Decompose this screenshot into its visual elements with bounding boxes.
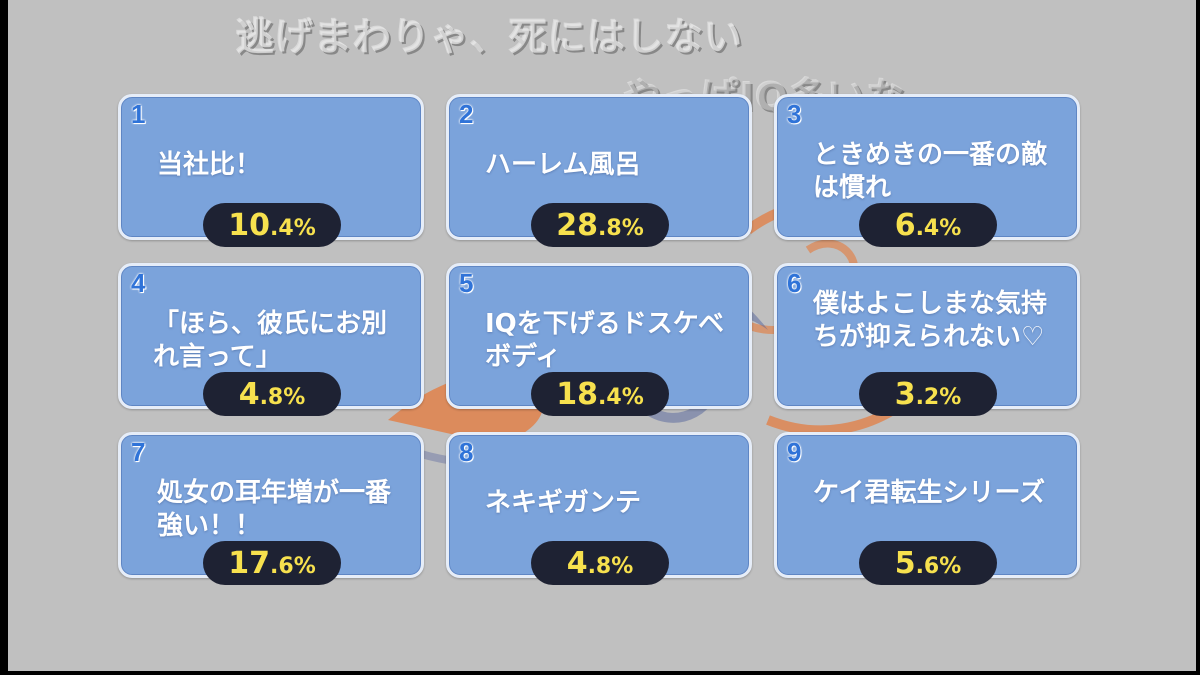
choice-label: 当社比！ (157, 150, 262, 180)
choice-number: 8 (459, 437, 474, 467)
percent-badge: 18.4% (531, 372, 669, 416)
choice-number: 1 (131, 99, 146, 129)
percent-integer: 3 (894, 376, 916, 412)
choice-label: ハーレム風呂 (485, 150, 641, 180)
percent-decimal: .6 (915, 553, 940, 579)
choice-number: 7 (131, 437, 146, 467)
poll-results-screen: 逃げまわりゃ、死にはしない やっぱIQ多いな 1 当社比！ 10.4% 2 ハー… (8, 0, 1196, 671)
percent-symbol: % (621, 384, 644, 410)
percent-integer: 6 (894, 207, 916, 243)
percent-badge: 4.8% (531, 541, 669, 585)
percent-decimal: .4 (270, 215, 294, 241)
choice-number: 9 (787, 437, 802, 467)
choice-card-2: 2 ハーレム風呂 28.8% (446, 94, 752, 247)
percent-integer: 4 (238, 376, 260, 412)
choice-number: 5 (459, 268, 474, 298)
choice-label: 僕はよこしまな気持ちが抑えられない♡ (813, 289, 1048, 352)
percent-symbol: % (611, 553, 634, 579)
percent-badge: 6.4% (859, 203, 997, 247)
percent-integer: 18 (556, 376, 599, 412)
percent-badge: 10.4% (203, 203, 341, 247)
choice-card-3: 3 ときめきの一番の敵は慣れ 6.4% (774, 94, 1080, 247)
choice-number: 3 (787, 99, 802, 129)
percent-decimal: .4 (598, 384, 622, 410)
percent-symbol: % (283, 384, 306, 410)
choice-card-7: 7 処女の耳年増が一番強い！！ 17.6% (118, 432, 424, 585)
percent-decimal: .8 (598, 215, 622, 241)
choice-number: 4 (131, 268, 146, 298)
percent-decimal: .2 (915, 384, 940, 410)
percent-decimal: .4 (915, 215, 940, 241)
percent-symbol: % (293, 553, 316, 579)
choice-card-9: 9 ケイ君転生シリーズ 5.6% (774, 432, 1080, 585)
percent-badge: 5.6% (859, 541, 997, 585)
percent-integer: 28 (556, 207, 599, 243)
percent-badge: 28.8% (531, 203, 669, 247)
choice-label: IQを下げるドスケベボディ (485, 309, 724, 372)
percent-integer: 4 (566, 545, 588, 581)
percent-symbol: % (939, 553, 962, 579)
choice-card-1: 1 当社比！ 10.4% (118, 94, 424, 247)
percent-integer: 5 (894, 545, 916, 581)
percent-symbol: % (939, 384, 962, 410)
choice-card-4: 4 「ほら、彼氏にお別れ言って」 4.8% (118, 263, 424, 416)
choice-number: 2 (459, 99, 474, 129)
choice-label: ときめきの一番の敵は慣れ (813, 140, 1048, 203)
percent-symbol: % (293, 215, 316, 241)
percent-badge: 3.2% (859, 372, 997, 416)
percent-integer: 17 (228, 545, 271, 581)
percent-symbol: % (939, 215, 962, 241)
percent-badge: 4.8% (203, 372, 341, 416)
choice-label: ケイ君転生シリーズ (813, 478, 1046, 508)
percent-decimal: .8 (587, 553, 612, 579)
percent-integer: 10 (228, 207, 271, 243)
percent-symbol: % (621, 215, 644, 241)
choice-number: 6 (787, 268, 802, 298)
choice-card-5: 5 IQを下げるドスケベボディ 18.4% (446, 263, 752, 416)
percent-decimal: .8 (259, 384, 284, 410)
percent-badge: 17.6% (203, 541, 341, 585)
choice-label: 処女の耳年増が一番強い！！ (157, 478, 392, 541)
percent-decimal: .6 (270, 553, 294, 579)
choice-label: 「ほら、彼氏にお別れ言って」 (153, 309, 388, 372)
overlay-comment-1: 逃げまわりゃ、死にはしない (236, 15, 744, 59)
choice-card-6: 6 僕はよこしまな気持ちが抑えられない♡ 3.2% (774, 263, 1080, 416)
choice-label: ネキギガンテ (485, 488, 642, 518)
choice-card-8: 8 ネキギガンテ 4.8% (446, 432, 752, 585)
